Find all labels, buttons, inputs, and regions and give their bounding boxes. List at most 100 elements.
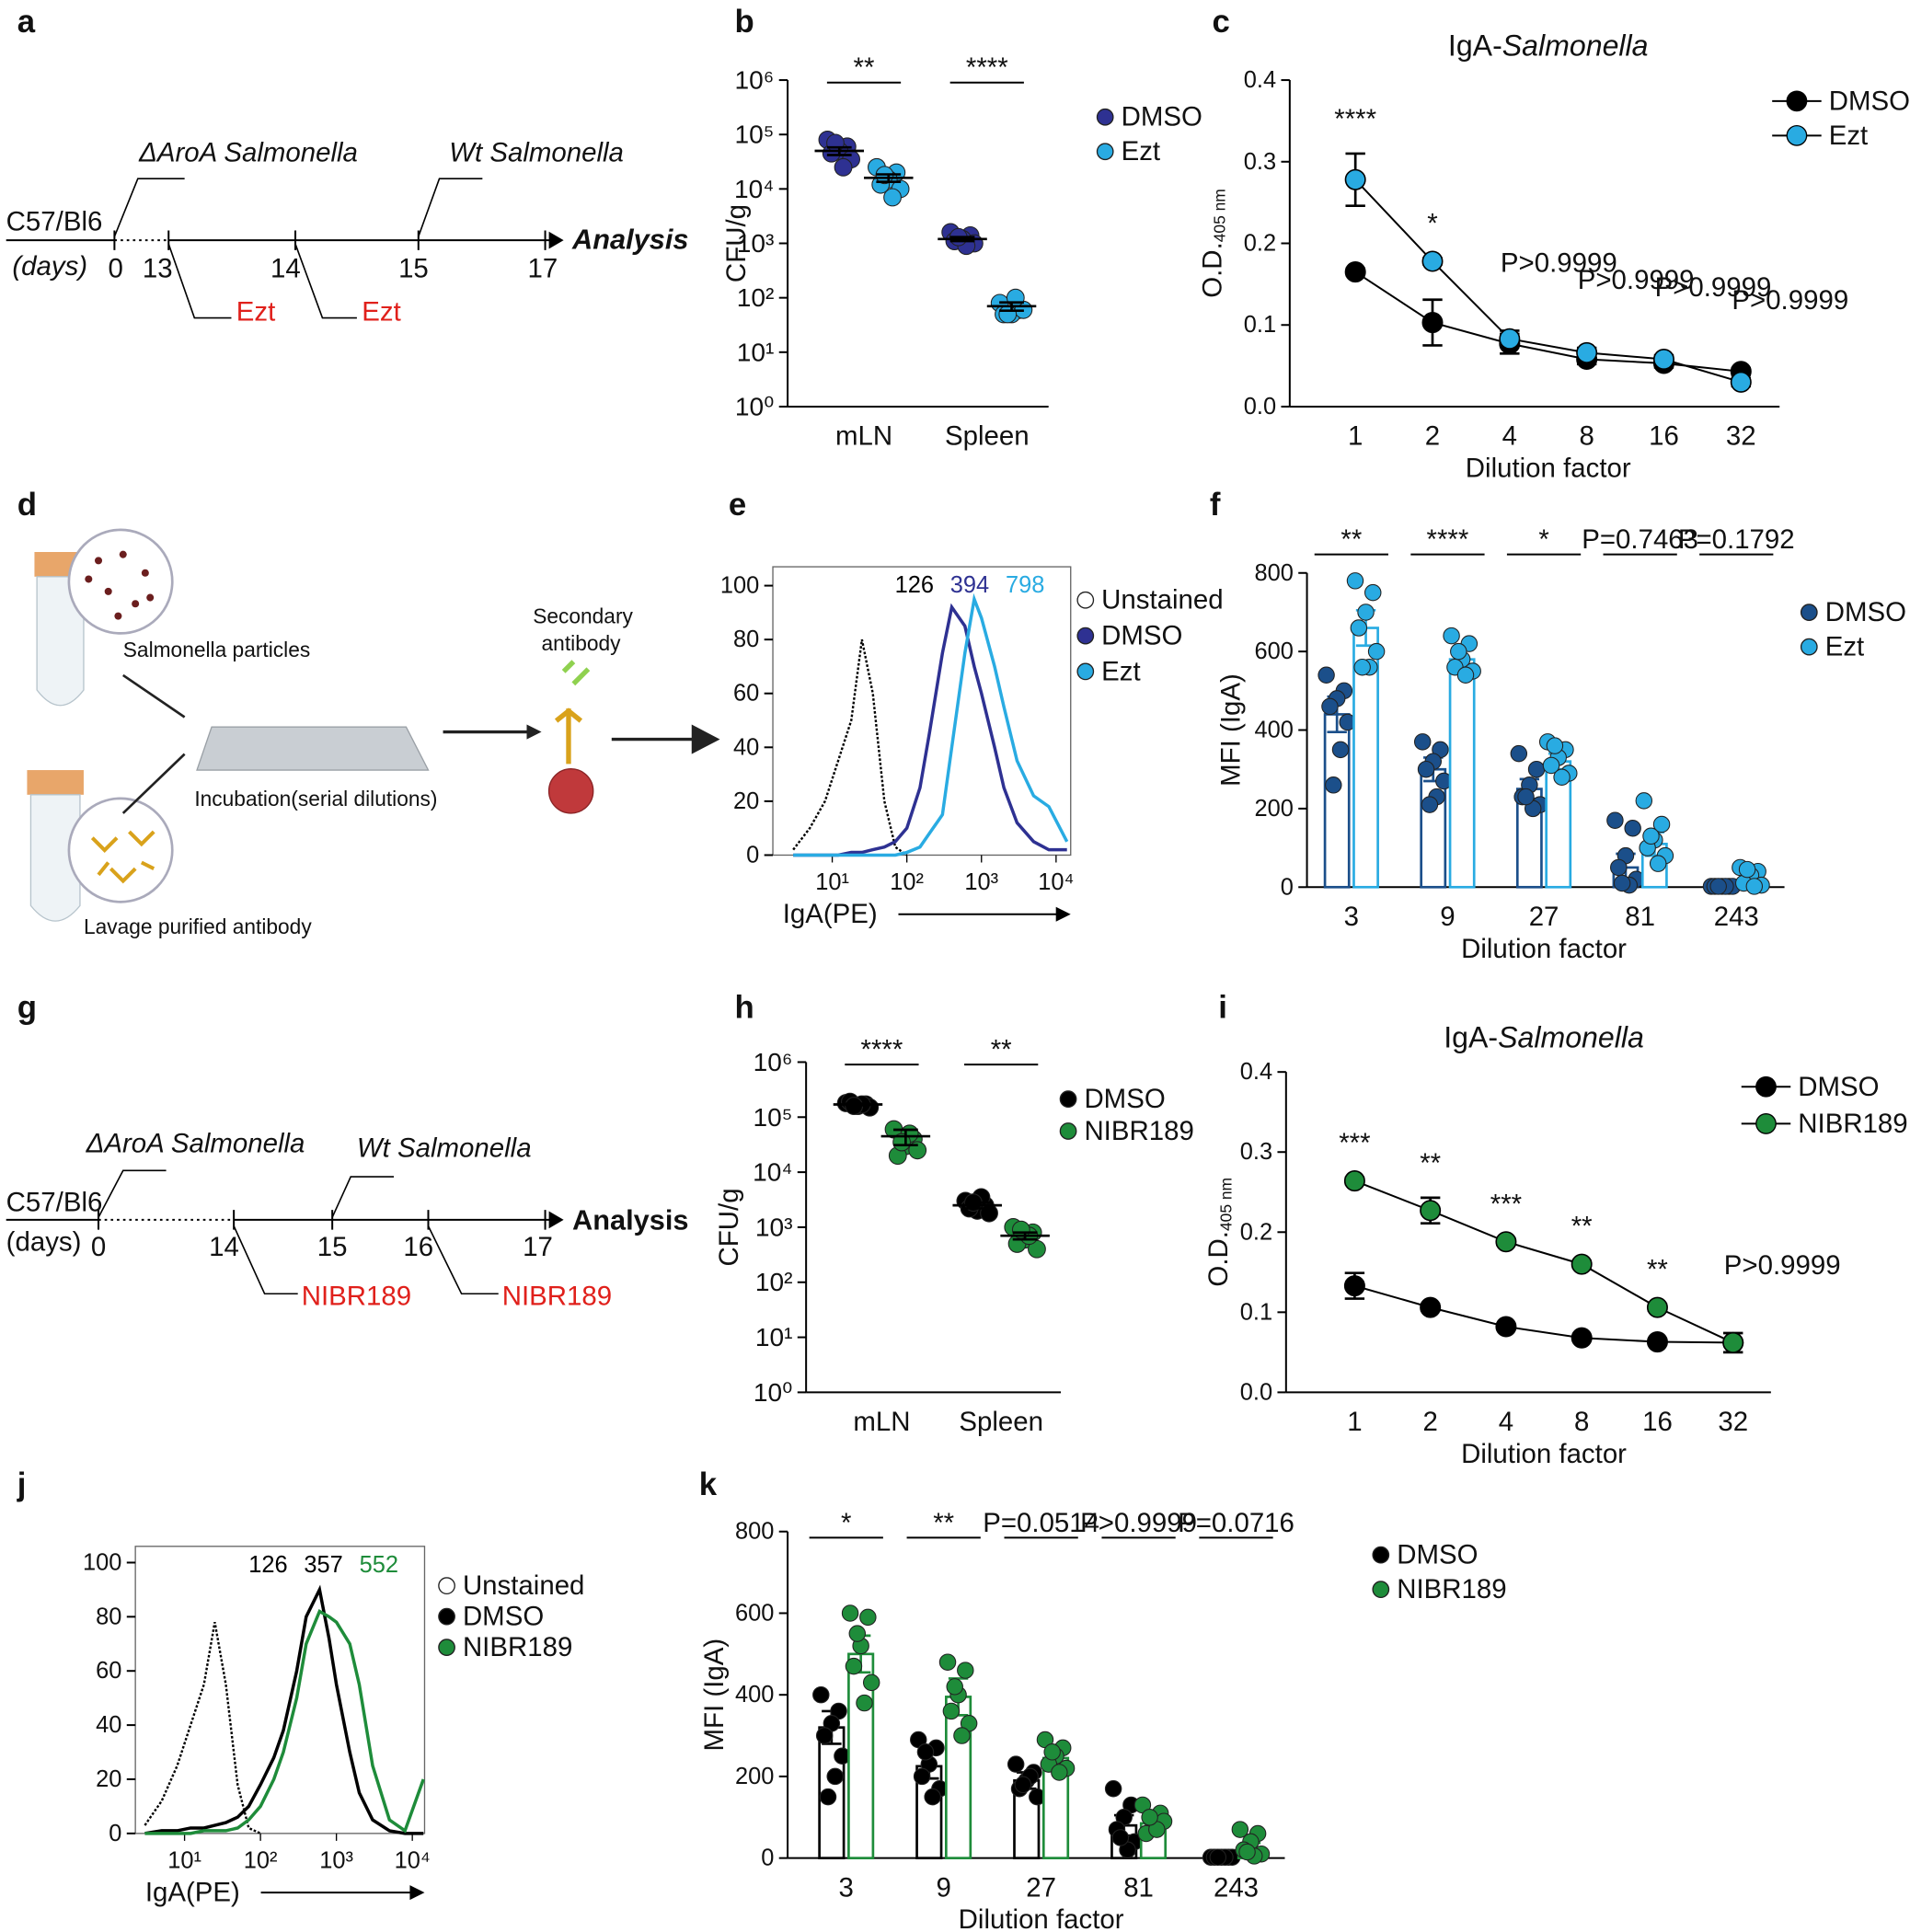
legend-marker xyxy=(1059,1122,1077,1140)
data-point xyxy=(1553,768,1571,786)
y-tick-label: 400 xyxy=(735,1682,774,1708)
y-axis-label: O.D.405 nm xyxy=(1197,189,1229,298)
legend-marker xyxy=(438,1639,455,1656)
tube xyxy=(29,794,81,922)
title-italic: Salmonella xyxy=(1502,29,1649,63)
significance: * xyxy=(841,1508,851,1538)
series-line xyxy=(1354,178,1742,384)
data-point xyxy=(1353,658,1371,676)
legend-marker xyxy=(1800,604,1818,621)
y-tick-label: 10⁶ xyxy=(735,66,775,95)
significance: ** xyxy=(933,1508,954,1538)
panel-label: k xyxy=(699,1467,718,1502)
data-point xyxy=(1420,1200,1442,1222)
legend-label: Unstained xyxy=(1101,585,1223,615)
significance: ** xyxy=(1340,524,1362,555)
tube-cap xyxy=(27,770,84,795)
data-point xyxy=(1344,261,1366,283)
panel-e: e 10¹ 10² 10³ 10⁴ IgA(PE) 0 20 40 60 80 100 126 394 79… xyxy=(720,488,1224,929)
y-tick-label: 20 xyxy=(733,788,759,814)
bar xyxy=(1323,713,1351,889)
significance: ** xyxy=(1647,1255,1668,1285)
significance: P=0.1792 xyxy=(1678,524,1795,555)
x-tick-label: Spleen xyxy=(945,421,1030,452)
legend-marker xyxy=(1096,143,1114,161)
y-tick-label: 0.0 xyxy=(1244,394,1276,420)
axis-arrowhead xyxy=(409,1885,425,1901)
day-ticks xyxy=(98,1210,547,1230)
y-tick-label: 0.4 xyxy=(1244,67,1276,93)
series-line xyxy=(1354,270,1742,373)
days-label: (days) xyxy=(12,251,87,282)
x-tick-label: 81 xyxy=(1123,1872,1154,1903)
x-tick-label: 9 xyxy=(1440,902,1455,932)
data-point xyxy=(1111,1829,1130,1846)
significance: * xyxy=(1427,208,1437,238)
x-tick-label: 10³ xyxy=(319,1847,353,1873)
mfi-label: 126 xyxy=(248,1552,287,1578)
data-point xyxy=(841,1604,859,1622)
x-tick-label: 27 xyxy=(1026,1872,1056,1903)
antibody xyxy=(554,707,583,765)
y-tick-label: 10² xyxy=(755,1268,793,1296)
histogram-curve xyxy=(144,1608,425,1835)
y-axis-label: CFU/g xyxy=(713,1188,743,1266)
data-point xyxy=(1722,1331,1744,1353)
data-point xyxy=(1006,288,1025,307)
y-tick-label: 100 xyxy=(720,573,759,599)
panel-d: d Salmonella particles Lavage purified a… xyxy=(17,488,720,938)
data-point xyxy=(946,1678,963,1696)
legend-label: DMSO xyxy=(463,1602,544,1632)
x-tick-label: 16 xyxy=(1642,1407,1673,1437)
x-tick-label: 10⁴ xyxy=(1038,869,1074,895)
day: 14 xyxy=(209,1232,239,1262)
data-point xyxy=(815,1727,834,1744)
panel-label: c xyxy=(1213,5,1230,40)
data-point xyxy=(1542,756,1560,775)
mfi-label: 357 xyxy=(304,1552,342,1578)
x-tick-label: 3 xyxy=(839,1872,854,1903)
x-tick-label: 10⁴ xyxy=(395,1847,431,1873)
treatment: NIBR189 xyxy=(502,1281,612,1311)
y-tick-label: 10³ xyxy=(755,1213,793,1241)
data-point xyxy=(942,1702,961,1720)
y-tick-label: 600 xyxy=(1254,638,1293,664)
data-point xyxy=(1546,737,1564,754)
data-point xyxy=(883,188,902,207)
x-tick-label: 4 xyxy=(1499,1407,1513,1437)
significance: P>0.9999 xyxy=(1724,1250,1841,1281)
strain: C57/Bl6 xyxy=(6,207,103,237)
panel-label: g xyxy=(17,991,37,1026)
x-tick-label: 8 xyxy=(1574,1407,1589,1437)
brackets xyxy=(113,178,483,319)
y-tick-label: 0 xyxy=(109,1821,121,1846)
y-tick-label: 10² xyxy=(737,283,775,312)
day: 13 xyxy=(143,253,173,283)
arrows xyxy=(121,673,186,814)
significance: P=0.7463 xyxy=(1582,524,1698,555)
data-point xyxy=(812,1685,830,1704)
endpoint: Analysis xyxy=(571,223,688,255)
plot-frame xyxy=(134,1546,426,1834)
legend-label: DMSO xyxy=(1084,1084,1165,1114)
magnifier xyxy=(67,528,174,635)
mfi-label: 552 xyxy=(360,1552,398,1578)
legend-label: Ezt xyxy=(1825,632,1865,662)
legend-marker xyxy=(1800,638,1818,656)
x-tick-label: 16 xyxy=(1649,421,1679,452)
histogram-curve xyxy=(793,603,1067,857)
data-point xyxy=(1238,1843,1256,1861)
antibodies xyxy=(90,830,155,884)
data-point xyxy=(1325,776,1342,794)
y-axis-label: CFU/g xyxy=(720,204,751,282)
label: antibody xyxy=(542,631,622,655)
label: Salmonella particles xyxy=(123,638,310,661)
y-tick-label: 10⁵ xyxy=(754,1103,793,1132)
panel-k: k 3 9 27 81 243 Dilution factor MFI (IgA) 0 200 40… xyxy=(698,1467,1506,1932)
data-point xyxy=(1367,642,1386,661)
legend-label: Unstained xyxy=(463,1570,584,1601)
bead xyxy=(547,768,594,814)
x-tick-label: 9 xyxy=(937,1872,951,1903)
endpoint: Analysis xyxy=(572,1203,688,1236)
